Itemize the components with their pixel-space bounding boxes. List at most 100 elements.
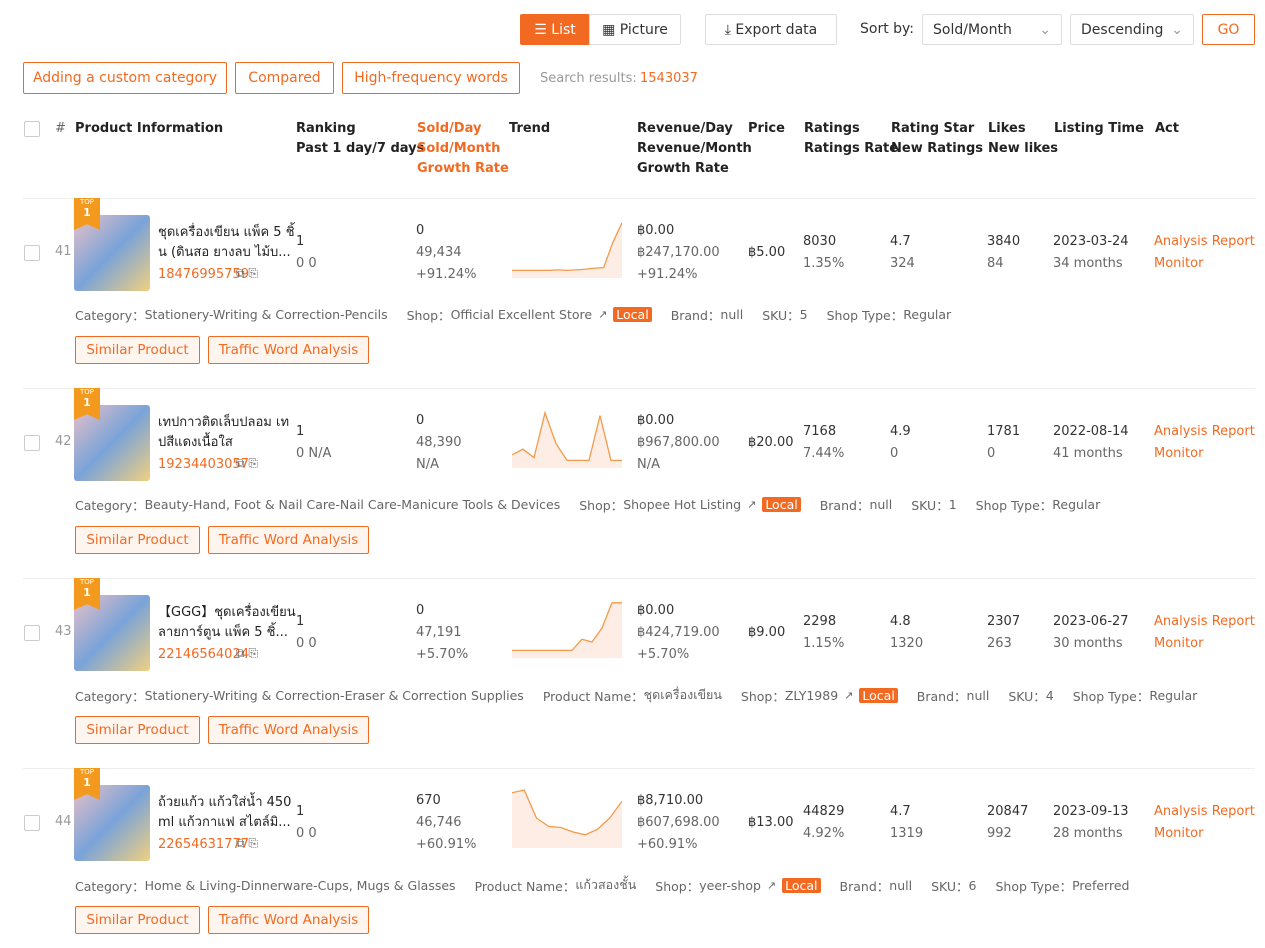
sold: +60.91%	[416, 837, 477, 852]
product-title: 【GGG】ชุดเครื่องเขียน	[158, 605, 296, 620]
sort-label: Sort by:	[860, 21, 915, 37]
link-icon: ↗	[747, 498, 757, 511]
row-button[interactable]: Traffic Word Analysis	[208, 336, 369, 364]
sort-order[interactable]: Descending ⌄	[1070, 14, 1194, 45]
revenue: ฿967,800.00	[637, 435, 720, 450]
id-icons: ⧉ ⎘	[236, 646, 258, 660]
action-link[interactable]: Analysis Report	[1154, 234, 1255, 249]
sort-field[interactable]: Sold/Month ⌄	[922, 14, 1062, 45]
sold: 0	[416, 223, 425, 238]
go[interactable]: GO	[1202, 14, 1255, 45]
likes: 1781	[987, 424, 1021, 439]
label: List	[551, 21, 576, 38]
action-link[interactable]: Monitor	[1154, 256, 1204, 271]
row-checkbox[interactable]	[24, 815, 40, 831]
trend-area	[512, 412, 622, 468]
detail-value: Regular	[1052, 497, 1101, 512]
product-id[interactable]: 22654631777	[158, 837, 249, 852]
detail-label: Brand：	[670, 308, 721, 323]
revenue: ฿247,170.00	[637, 245, 720, 260]
detail: SKU： 4	[1008, 685, 1053, 705]
listing-time: 30 months	[1053, 636, 1123, 651]
detail: Category： Stationery-Writing & Correction…	[75, 305, 388, 324]
badge-rank: 1	[83, 776, 91, 789]
local-tag: Local	[859, 687, 898, 703]
header-act: Act	[1155, 121, 1179, 136]
listing-time: 28 months	[1053, 826, 1123, 841]
detail: SKU： 1	[911, 495, 956, 514]
link-icon: ↗	[844, 688, 854, 702]
local-tag: Local	[613, 307, 652, 322]
trend-line	[512, 789, 622, 836]
row-button[interactable]: Traffic Word Analysis	[208, 716, 369, 744]
trend-area	[512, 222, 622, 278]
detail-label: Category：	[75, 498, 145, 513]
badge-rank: 1	[83, 396, 91, 409]
price: ฿20.00	[748, 435, 794, 450]
detail-value: Beauty-Hand, Foot & Nail Care-Nail Care-…	[144, 497, 561, 512]
trend-line	[512, 410, 622, 462]
detail-value: ชุดเครื่องเขียน	[643, 687, 722, 702]
sold: 0	[416, 413, 425, 428]
header-price: Price	[748, 121, 785, 136]
filter-button[interactable]: Adding a custom category	[23, 62, 227, 94]
detail: Shop： yeer-shop ↗ Local	[655, 875, 821, 895]
action-link[interactable]: Monitor	[1154, 826, 1204, 841]
row-button[interactable]: Similar Product	[75, 716, 200, 744]
detail-label: Product Name：	[474, 878, 576, 894]
ratings: 44829	[803, 804, 845, 819]
listing-time: 34 months	[1053, 256, 1123, 271]
product-id[interactable]: 19234403057	[158, 457, 249, 472]
trend-line	[512, 222, 622, 272]
row-button[interactable]: Similar Product	[75, 906, 200, 934]
action-link[interactable]: Analysis Report	[1154, 804, 1255, 819]
ratings: 4.92%	[803, 826, 845, 841]
detail: Category： Stationery-Writing & Correction…	[75, 685, 524, 705]
filter-button[interactable]: High-frequency words	[342, 62, 520, 94]
revenue: N/A	[637, 457, 660, 472]
list-view[interactable]: ☰ List	[520, 14, 590, 45]
detail-value: 4	[1045, 687, 1054, 703]
sold: N/A	[416, 457, 439, 472]
sold: 47,191	[416, 625, 462, 640]
revenue: ฿0.00	[637, 603, 675, 618]
detail: Brand： null	[840, 875, 913, 895]
row-button[interactable]: Traffic Word Analysis	[208, 906, 369, 934]
product-id[interactable]: 18476995759	[158, 267, 249, 282]
ranking: 1	[296, 614, 305, 629]
badge-label: TOP	[79, 198, 94, 206]
header-revenue: Growth Rate	[637, 161, 729, 176]
action-link[interactable]: Monitor	[1154, 636, 1204, 651]
price: ฿5.00	[748, 245, 786, 260]
action-link[interactable]: Analysis Report	[1154, 424, 1255, 439]
select-all[interactable]	[24, 121, 40, 137]
row-index: 42	[55, 434, 72, 449]
revenue: ฿607,698.00	[637, 815, 720, 830]
row-button[interactable]: Traffic Word Analysis	[208, 526, 369, 554]
sold: 670	[416, 793, 441, 808]
header-index: #	[55, 121, 66, 136]
sold: 49,434	[416, 245, 462, 260]
revenue: ฿8,710.00	[637, 793, 704, 808]
ratings: 1.35%	[803, 256, 845, 271]
ratings: 2298	[803, 614, 837, 629]
row-checkbox[interactable]	[24, 245, 40, 261]
product-id[interactable]: 22146564024	[158, 647, 249, 662]
details: Category： Home & Living-Dinnerware-Cups, …	[75, 875, 1129, 895]
rating-star: 4.7	[890, 234, 911, 249]
action-link[interactable]: Analysis Report	[1154, 614, 1255, 629]
header-trend: Trend	[509, 121, 551, 136]
picture-view[interactable]: ▦ Picture	[589, 14, 681, 45]
likes: 992	[987, 826, 1012, 841]
row-checkbox[interactable]	[24, 625, 40, 641]
row-button[interactable]: Similar Product	[75, 336, 200, 364]
action-link[interactable]: Monitor	[1154, 446, 1204, 461]
export[interactable]: ⤓ Export data	[705, 14, 837, 45]
row-button[interactable]: Similar Product	[75, 526, 200, 554]
sold: 46,746	[416, 815, 462, 830]
product-image	[74, 215, 150, 291]
filter-button[interactable]: Compared	[235, 62, 334, 94]
listing-time: 2022-08-14	[1053, 424, 1129, 439]
row-checkbox[interactable]	[24, 435, 40, 451]
detail: Category： Beauty-Hand, Foot & Nail Care-N…	[75, 495, 560, 514]
